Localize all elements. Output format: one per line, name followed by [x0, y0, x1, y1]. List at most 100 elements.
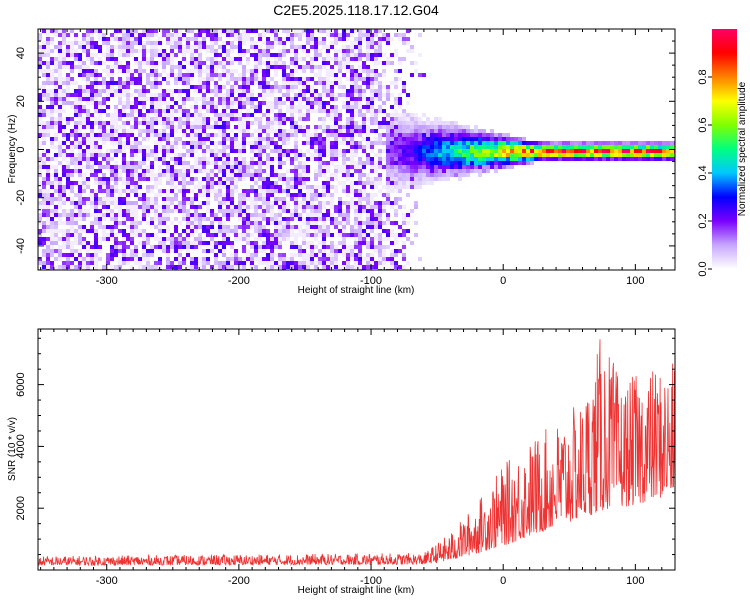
- spectrogram-cell: [406, 29, 410, 33]
- spectrogram-cell: [466, 173, 470, 177]
- spectrogram-cell: [218, 45, 222, 49]
- spectrogram-cell: [78, 241, 82, 245]
- spectrogram-cell: [98, 89, 102, 93]
- spectrogram-cell: [202, 185, 206, 189]
- spectrogram-cell: [390, 177, 394, 181]
- spectrogram-cell: [402, 165, 406, 169]
- spectrogram-cell: [106, 197, 110, 201]
- spectrogram-cell: [94, 53, 98, 57]
- spectrogram-cell: [658, 157, 662, 161]
- spectrogram-cell: [386, 185, 390, 189]
- spectrogram-cell: [294, 217, 298, 221]
- spectrogram-cell: [102, 237, 106, 241]
- spectrogram-cell: [106, 177, 110, 181]
- spectrogram-cell: [278, 185, 282, 189]
- spectrogram-cell: [366, 253, 370, 257]
- spectrogram-cell: [94, 237, 98, 241]
- spectrogram-cell: [294, 85, 298, 89]
- spectrogram-cell: [298, 81, 302, 85]
- spectrogram-cell: [266, 253, 270, 257]
- spectrogram-cell: [402, 113, 406, 117]
- spectrogram-cell: [102, 69, 106, 73]
- spectrogram-cell: [74, 153, 78, 157]
- spectrogram-cell: [354, 145, 358, 149]
- spectrogram-cell: [178, 201, 182, 205]
- spectrogram-cell: [126, 185, 130, 189]
- spectrogram-cell: [358, 241, 362, 245]
- spectrogram-cell: [262, 241, 266, 245]
- spectrogram-cell: [394, 133, 398, 137]
- spectrogram-cell: [218, 265, 222, 269]
- spectrogram-cell: [230, 161, 234, 165]
- spectrogram-cell: [330, 81, 334, 85]
- spectrogram-cell: [218, 61, 222, 65]
- spectrogram-cell: [170, 265, 174, 269]
- spectrogram-cell: [370, 197, 374, 201]
- spectrogram-cell: [318, 213, 322, 217]
- spectrogram-cell: [178, 249, 182, 253]
- spectrogram-cell: [538, 153, 542, 157]
- spectrogram-cell: [322, 149, 326, 153]
- spectrogram-cell: [234, 173, 238, 177]
- spectrogram-cell: [282, 149, 286, 153]
- spectrogram-cell: [186, 245, 190, 249]
- spectrogram-cell: [394, 77, 398, 81]
- spectrogram-cell: [54, 77, 58, 81]
- spectrogram-cell: [262, 229, 266, 233]
- spectrogram-cell: [402, 137, 406, 141]
- spectrogram-cell: [450, 145, 454, 149]
- spectrogram-cell: [214, 57, 218, 61]
- spectrogram-cell: [338, 69, 342, 73]
- spectrogram-cell: [218, 33, 222, 37]
- spectrogram-cell: [322, 161, 326, 165]
- spectrogram-cell: [114, 153, 118, 157]
- spectrogram-cell: [142, 117, 146, 121]
- spectrogram-cell: [362, 165, 366, 169]
- spectrogram-cell: [226, 173, 230, 177]
- spectrogram-cell: [310, 233, 314, 237]
- spectrogram-cell: [194, 45, 198, 49]
- spectrogram-cell: [334, 37, 338, 41]
- spectrogram-cell: [106, 157, 110, 161]
- spectrogram-cell: [58, 65, 62, 69]
- spectrogram-cell: [106, 65, 110, 69]
- spectrogram-cell: [194, 133, 198, 137]
- spectrogram-cell: [374, 61, 378, 65]
- spectrogram-cell: [446, 157, 450, 161]
- spectrogram-cell: [342, 209, 346, 213]
- spectrogram-cell: [202, 117, 206, 121]
- spectrogram-cell: [358, 65, 362, 69]
- spectrogram-cell: [426, 177, 430, 181]
- spectrogram-cell: [246, 113, 250, 117]
- spectrogram-cell: [42, 149, 46, 153]
- spectrogram-cell: [482, 137, 486, 141]
- spectrogram-cell: [354, 53, 358, 57]
- spectrogram-cell: [290, 41, 294, 45]
- spectrogram-cell: [234, 253, 238, 257]
- spectrogram-cell: [422, 137, 426, 141]
- spectrogram-cell: [202, 213, 206, 217]
- spectrogram-cell: [122, 81, 126, 85]
- spectrogram-cell: [118, 229, 122, 233]
- spectrogram-cell: [386, 57, 390, 61]
- spectrogram-cell: [342, 53, 346, 57]
- spectrogram-cell: [66, 173, 70, 177]
- spectrogram-cell: [358, 189, 362, 193]
- spectrogram-cell: [442, 129, 446, 133]
- spectrogram-cell: [418, 153, 422, 157]
- spectrogram-cell: [338, 221, 342, 225]
- spectrogram-cell: [374, 249, 378, 253]
- spectrogram-cell: [142, 53, 146, 57]
- spectrogram-cell: [190, 261, 194, 265]
- spectrogram-cell: [490, 141, 494, 145]
- spectrogram-cell: [158, 229, 162, 233]
- spectrogram-cell: [262, 97, 266, 101]
- spectrogram-cell: [110, 89, 114, 93]
- spectrogram-cell: [126, 217, 130, 221]
- spectrogram-cell: [638, 141, 642, 145]
- spectrogram-cell: [218, 197, 222, 201]
- spectrogram-cell: [482, 165, 486, 169]
- spectrogram-cell: [418, 73, 422, 77]
- spectrogram-cell: [98, 101, 102, 105]
- spectrogram-cell: [434, 165, 438, 169]
